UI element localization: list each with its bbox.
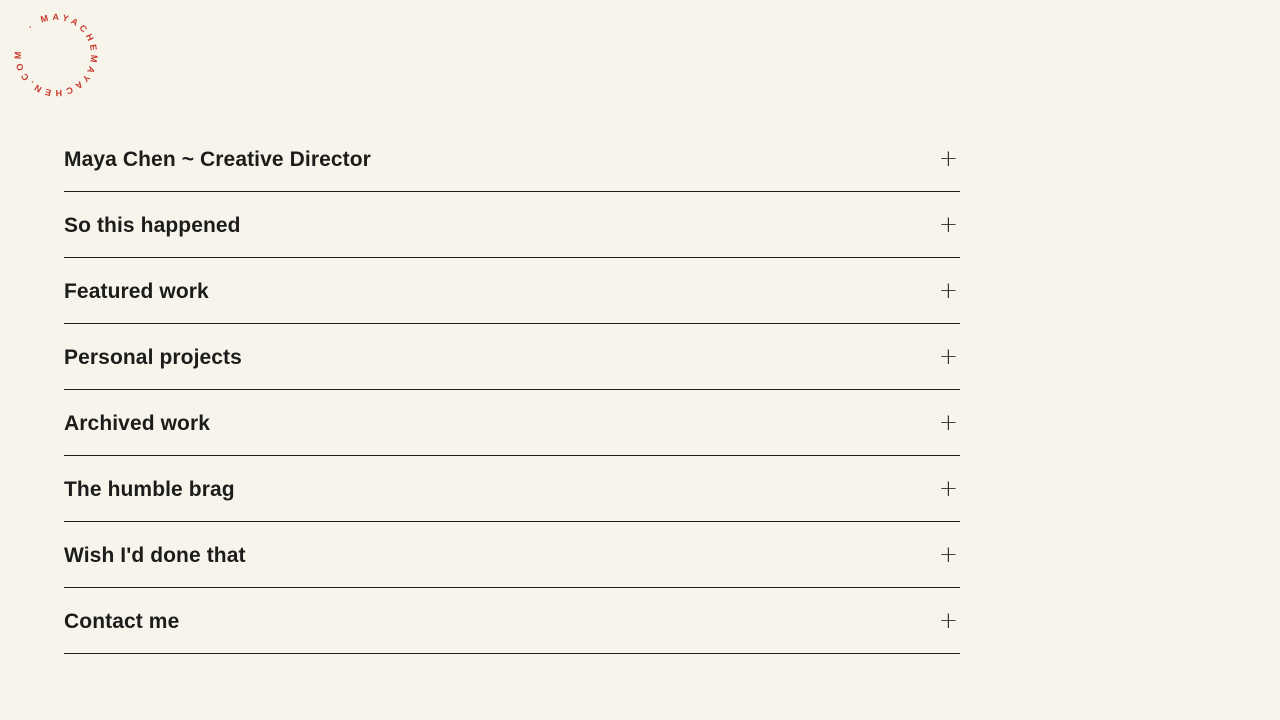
accordion-item-label: Wish I'd done that bbox=[64, 543, 246, 567]
accordion-item-label: So this happened bbox=[64, 213, 241, 237]
accordion-item[interactable]: Featured work + bbox=[64, 258, 960, 324]
plus-icon[interactable]: + bbox=[938, 608, 958, 634]
accordion-item[interactable]: Personal projects + bbox=[64, 324, 960, 390]
accordion-item[interactable]: Wish I'd done that + bbox=[64, 522, 960, 588]
plus-icon[interactable]: + bbox=[938, 476, 958, 502]
plus-icon[interactable]: + bbox=[938, 278, 958, 304]
accordion-item[interactable]: Contact me + bbox=[64, 588, 960, 654]
accordion-item[interactable]: Archived work + bbox=[64, 390, 960, 456]
accordion-item[interactable]: Maya Chen ~ Creative Director + bbox=[64, 126, 960, 192]
plus-icon[interactable]: + bbox=[938, 146, 958, 172]
plus-icon[interactable]: + bbox=[938, 212, 958, 238]
accordion-item[interactable]: The humble brag + bbox=[64, 456, 960, 522]
logo-circular-text: · MAYACHEMAYACHEN.COM bbox=[13, 12, 100, 98]
accordion-item-label: Featured work bbox=[64, 279, 209, 303]
accordion-item-label: Personal projects bbox=[64, 345, 242, 369]
circular-logo-icon: · MAYACHEMAYACHEN.COM bbox=[13, 12, 100, 98]
accordion-item-label: Contact me bbox=[64, 609, 180, 633]
plus-icon[interactable]: + bbox=[938, 542, 958, 568]
site-logo[interactable]: · MAYACHEMAYACHEN.COM bbox=[0, 0, 112, 112]
plus-icon[interactable]: + bbox=[938, 344, 958, 370]
accordion-item-label: The humble brag bbox=[64, 477, 235, 501]
plus-icon[interactable]: + bbox=[938, 410, 958, 436]
accordion-item-label: Archived work bbox=[64, 411, 211, 435]
accordion-item-label: Maya Chen ~ Creative Director bbox=[64, 147, 371, 171]
accordion-item[interactable]: So this happened + bbox=[64, 192, 960, 258]
accordion-menu: Maya Chen ~ Creative Director + So this … bbox=[64, 126, 960, 654]
